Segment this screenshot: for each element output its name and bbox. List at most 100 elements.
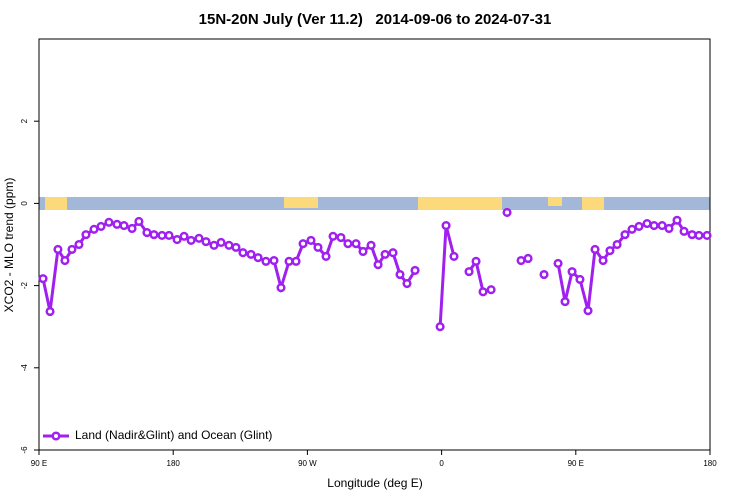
point <box>89 224 99 234</box>
point <box>269 255 279 266</box>
chart-title: 15N-20N July (Ver 11.2) 2014-09-06 to 20… <box>199 11 552 28</box>
point <box>478 287 488 297</box>
point <box>598 255 608 266</box>
point <box>605 246 615 256</box>
point <box>336 232 346 243</box>
point <box>657 221 667 231</box>
point <box>388 248 398 258</box>
point <box>634 221 644 231</box>
point <box>590 244 600 254</box>
point <box>553 258 563 268</box>
point <box>201 237 211 247</box>
point <box>81 230 91 240</box>
x-tick-label: 180 <box>703 459 717 468</box>
point <box>410 265 420 275</box>
y-axis-label: XCO2 - MLO trend (ppm) <box>2 178 16 313</box>
x-tick-label: 90 E <box>568 459 584 468</box>
legend-marker <box>51 431 61 441</box>
point <box>567 267 577 277</box>
point <box>149 230 159 240</box>
point <box>284 256 294 266</box>
point <box>134 216 144 227</box>
point <box>74 239 84 250</box>
point <box>291 256 301 266</box>
y-tick-label: -2 <box>20 281 29 289</box>
point <box>486 285 496 295</box>
point <box>164 230 174 241</box>
point <box>306 235 316 245</box>
point <box>583 306 593 316</box>
point <box>127 223 137 234</box>
point <box>119 221 129 231</box>
point <box>45 306 55 317</box>
legend-label: Land (Nadir&Glint) and Ocean (Glint) <box>75 428 272 442</box>
point <box>67 244 77 254</box>
point <box>261 256 271 266</box>
point <box>627 224 637 234</box>
x-tick-label: 180 <box>167 459 181 468</box>
point <box>298 239 308 249</box>
point <box>502 207 512 217</box>
point <box>216 237 226 247</box>
x-axis-label: Longitude (deg E) <box>327 476 422 490</box>
point <box>172 235 182 245</box>
point <box>96 221 106 231</box>
point <box>179 231 189 241</box>
point <box>53 244 63 254</box>
point <box>38 274 48 284</box>
point <box>253 253 263 263</box>
point <box>694 230 704 241</box>
point <box>395 269 405 280</box>
point <box>402 278 412 289</box>
y-tick-label: -6 <box>20 446 29 454</box>
y-tick-label: 0 <box>20 201 29 206</box>
point <box>612 239 622 250</box>
point <box>157 230 167 241</box>
point <box>112 219 122 229</box>
point <box>620 230 630 240</box>
point <box>209 240 219 250</box>
point <box>664 223 674 234</box>
point <box>142 228 152 238</box>
y-tick-label: 2 <box>20 118 29 123</box>
point <box>441 221 451 231</box>
map-strip <box>39 197 710 210</box>
point <box>238 248 248 258</box>
point <box>231 242 241 252</box>
point <box>642 218 652 229</box>
point <box>449 251 459 261</box>
point <box>471 256 481 266</box>
x-tick-label: 90 E <box>31 459 47 468</box>
point <box>321 251 331 261</box>
point <box>366 240 376 250</box>
point <box>560 297 570 307</box>
point <box>373 260 383 270</box>
plot-frame <box>38 38 711 451</box>
point <box>575 274 585 284</box>
x-tick-label: 0 <box>439 459 444 468</box>
series-line <box>41 217 708 327</box>
point <box>679 226 689 236</box>
point <box>351 239 361 249</box>
point <box>380 249 390 259</box>
point <box>276 283 286 293</box>
point <box>246 249 256 259</box>
point <box>516 255 526 266</box>
point <box>672 215 682 225</box>
point <box>104 217 114 227</box>
y-tick-label: -4 <box>20 364 29 372</box>
point <box>60 255 70 266</box>
x-tick-label: 90 W <box>298 459 317 468</box>
point <box>523 253 533 264</box>
point <box>224 240 234 250</box>
point <box>328 231 338 241</box>
point <box>194 233 204 243</box>
point <box>186 235 196 245</box>
point <box>435 322 445 332</box>
point <box>687 230 697 240</box>
point <box>313 242 323 252</box>
point <box>343 239 353 249</box>
point <box>358 246 368 257</box>
point <box>464 267 474 277</box>
